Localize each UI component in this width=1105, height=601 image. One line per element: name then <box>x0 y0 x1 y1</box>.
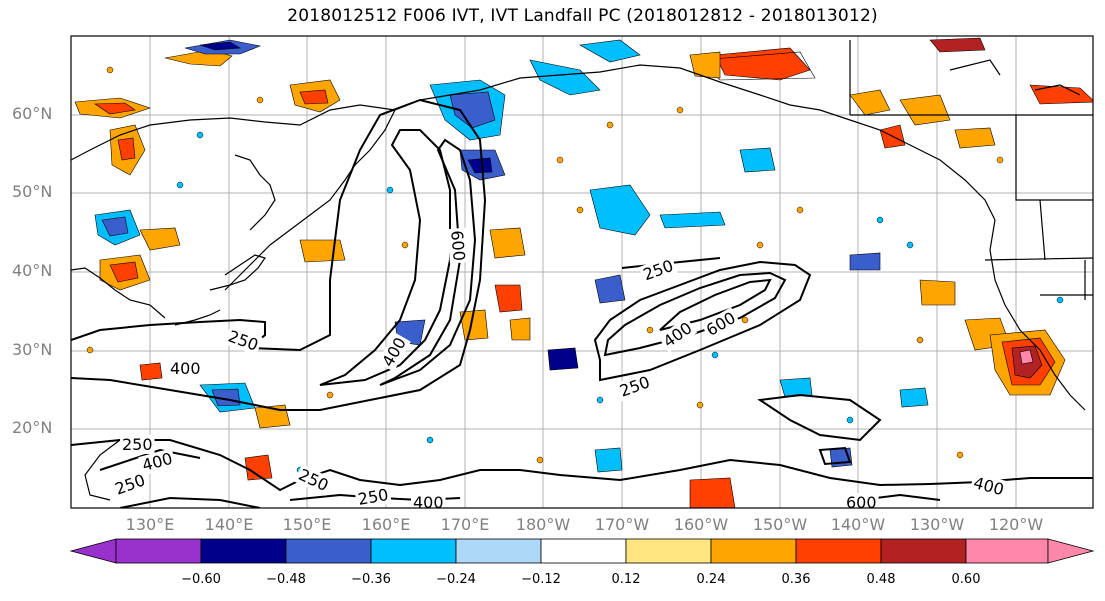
contour-label-halo <box>138 448 177 476</box>
colorbar-tick-label: 0.48 <box>866 572 896 587</box>
colorbar <box>69 538 1095 564</box>
contour-label-halo <box>377 332 411 372</box>
contour-label-halo <box>701 307 741 341</box>
lon-label: 130°E <box>125 515 175 534</box>
colorbar-segment <box>455 538 542 564</box>
contour-label: 400 <box>170 359 201 378</box>
colorbar-tick-label: 0.24 <box>696 572 726 587</box>
colorbar-segment <box>795 538 882 564</box>
pc-anomaly-fill <box>74 37 1093 508</box>
contour-label-halo <box>293 464 334 496</box>
contour-label-halo <box>120 435 155 454</box>
colorbar-tick-label: −0.12 <box>521 572 561 587</box>
lon-label: 170°E <box>440 515 490 534</box>
lat-label: 30°N <box>12 340 53 359</box>
contour-label-halo <box>168 359 203 378</box>
lon-label: 140°E <box>204 515 254 534</box>
contour-label: 600 <box>846 493 877 512</box>
colorbar-segment <box>710 538 797 564</box>
map-frame <box>70 35 1094 509</box>
colorbar-segment <box>540 538 627 564</box>
colorbar-segment <box>370 538 457 564</box>
colorbar-segment <box>285 538 372 564</box>
colorbar-segment <box>200 538 287 564</box>
colorbar-extend-right <box>1047 538 1095 564</box>
contour-label-halo <box>354 484 392 508</box>
contour-label-halo <box>638 255 678 285</box>
colorbar-extend-left <box>69 538 117 564</box>
contour-label: 400 <box>413 493 444 512</box>
lon-label: 150°W <box>752 515 808 534</box>
contour-label-halo <box>657 317 698 353</box>
colorbar-tick-label: −0.48 <box>266 572 306 587</box>
colorbar-segment <box>965 538 1049 564</box>
lon-label: 140°W <box>830 515 886 534</box>
colorbar-tick-label: −0.60 <box>181 572 221 587</box>
map-title: 2018012512 F006 IVT, IVT Landfall PC (20… <box>287 6 878 26</box>
lon-label: 180°W <box>515 515 571 534</box>
colorbar-segment <box>625 538 712 564</box>
colorbar-tick-label: −0.24 <box>436 572 476 587</box>
colorbar-tick-label: 0.36 <box>781 572 811 587</box>
colorbar-segment <box>115 538 202 564</box>
lat-label: 60°N <box>12 104 53 123</box>
lon-label: 170°W <box>594 515 650 534</box>
contour-label-halo <box>969 472 1008 500</box>
contour-label-halo <box>447 227 469 264</box>
contour-label-halo <box>411 493 446 508</box>
lon-label: 120°W <box>988 515 1044 534</box>
contour-label-halo <box>110 469 150 500</box>
lat-label: 20°N <box>12 418 53 437</box>
lon-label: 160°E <box>361 515 411 534</box>
colorbar-tick-label: −0.36 <box>351 572 391 587</box>
graticule <box>71 36 1093 508</box>
pc-anomaly-specks <box>86 66 1004 464</box>
contour-label-halo <box>615 371 655 402</box>
colorbar-tick-label: 0.60 <box>951 572 981 587</box>
colorbar-tick-label: 0.12 <box>611 572 641 587</box>
lon-label: 130°W <box>909 515 965 534</box>
contour-label: 250 <box>122 435 153 454</box>
contour-label-halo <box>844 493 879 508</box>
contour-label-halo <box>223 325 263 356</box>
lon-label: 160°W <box>673 515 729 534</box>
contour-label: 250 <box>356 485 389 509</box>
lat-label: 50°N <box>12 182 53 201</box>
contour-label: 600 <box>447 230 469 262</box>
colorbar-segment <box>880 538 967 564</box>
lon-label: 150°E <box>282 515 332 534</box>
lat-label: 40°N <box>12 261 53 280</box>
